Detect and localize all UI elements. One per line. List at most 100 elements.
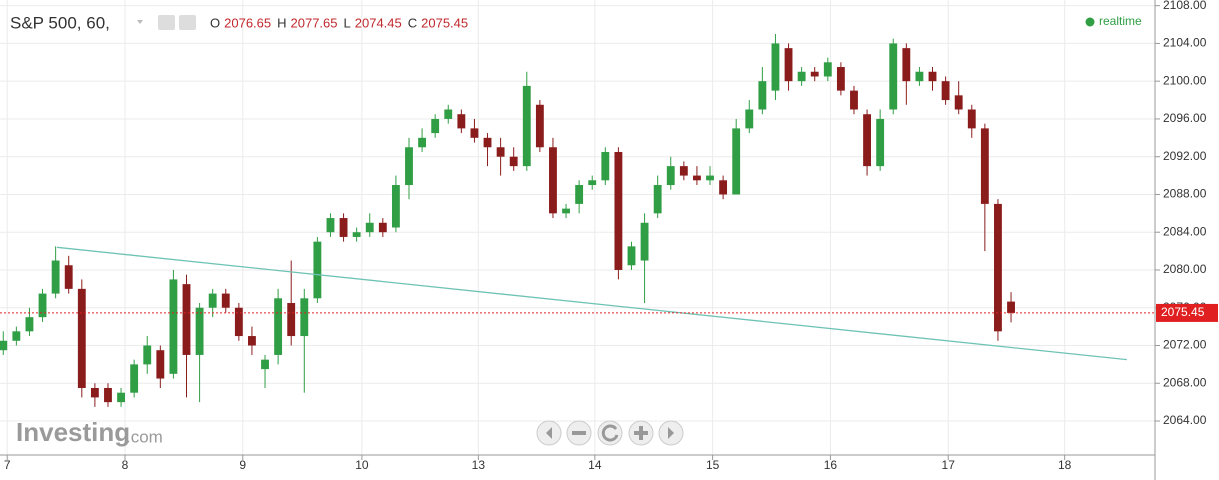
candle-body — [732, 128, 741, 195]
ohlc-label: L — [344, 15, 351, 30]
y-tick-label: 2088.00 — [1163, 187, 1207, 201]
y-tick-label: 2084.00 — [1163, 224, 1207, 238]
y-tick-label: 2104.00 — [1163, 36, 1207, 50]
x-tick-label: 18 — [1058, 458, 1072, 472]
trendline — [56, 246, 1127, 361]
y-tick-label: 2100.00 — [1163, 73, 1207, 87]
candle-body — [405, 147, 413, 186]
candle-body — [365, 222, 374, 233]
candle-body — [470, 128, 479, 138]
candle-body — [771, 43, 780, 91]
reset-icon — [601, 424, 619, 442]
candle-body — [758, 81, 767, 110]
zoom-out-icon — [572, 431, 586, 435]
ohlc-label: O — [210, 15, 220, 30]
candle-body — [221, 293, 230, 308]
status-text: realtime — [1099, 14, 1142, 28]
candle-body — [535, 104, 544, 148]
watermark-text: Investing — [16, 417, 130, 447]
candle-body — [902, 48, 911, 82]
zoom-in-icon — [634, 426, 648, 440]
candle-body — [378, 222, 387, 233]
candle-body — [653, 185, 662, 214]
grid — [0, 0, 1155, 455]
candle-body — [25, 317, 34, 332]
x-tick-label: 9 — [239, 458, 246, 472]
candle-body — [12, 331, 21, 341]
candle-body — [706, 175, 714, 181]
candle-body — [313, 241, 322, 299]
nav-left-icon — [546, 427, 552, 439]
candle-body — [326, 218, 335, 233]
candle-body — [156, 350, 165, 379]
candle-body — [90, 387, 99, 398]
x-tick-label: 14 — [588, 458, 602, 472]
candle-body — [143, 345, 152, 365]
candle-body — [889, 43, 898, 110]
candle-body — [418, 137, 427, 148]
candle-body — [391, 185, 400, 228]
candle-body — [352, 232, 361, 237]
ohlc-value: 2076.65 — [224, 15, 271, 30]
candle-body — [679, 166, 688, 176]
candle-body — [77, 288, 86, 388]
candle-body — [588, 180, 597, 186]
candle-body — [51, 260, 60, 294]
x-tick-label: 17 — [942, 458, 956, 472]
candle-body — [261, 359, 269, 370]
candle-body — [1007, 301, 1015, 313]
candle-body — [169, 279, 178, 374]
watermark-suffix: .com — [126, 427, 163, 446]
candle-body — [104, 387, 112, 403]
candle-body — [248, 336, 256, 346]
candle-body — [38, 293, 47, 318]
candle-body — [444, 109, 453, 119]
y-tick-label: 2080.00 — [1163, 262, 1207, 276]
candle-body — [863, 114, 871, 167]
x-tick-label: 8 — [122, 458, 129, 472]
candle-body — [994, 203, 1002, 332]
plot — [0, 33, 1155, 407]
candle-body — [797, 71, 806, 82]
last-price-label: 2075.45 — [1161, 305, 1205, 319]
candle-body — [339, 218, 348, 237]
candle-body — [627, 246, 636, 266]
candle-body — [274, 298, 283, 355]
candle-body — [208, 293, 217, 308]
ohlc-value: 2075.45 — [421, 15, 468, 30]
candle-body — [850, 90, 858, 110]
candle-body — [967, 109, 976, 129]
candle-body — [954, 95, 963, 110]
candle-body — [915, 71, 924, 82]
candle-body — [496, 147, 505, 157]
candle-body — [522, 85, 531, 167]
candle-body — [64, 265, 73, 289]
y-tick-label: 2068.00 — [1163, 375, 1207, 389]
candle-body — [0, 340, 8, 351]
ohlc-value: 2077.65 — [291, 15, 338, 30]
candle-body — [666, 166, 675, 186]
candle-body — [836, 67, 845, 91]
add-button[interactable] — [179, 15, 196, 30]
candle-body — [509, 156, 518, 167]
chart-title: S&P 500, 60, — [10, 13, 110, 32]
candle-body — [745, 109, 754, 129]
candle-body — [562, 208, 570, 214]
candle-body — [640, 222, 649, 261]
y-tick-label: 2092.00 — [1163, 149, 1207, 163]
y-tick-label: 2096.00 — [1163, 111, 1207, 125]
candle-body — [601, 151, 610, 181]
status-dot — [1085, 17, 1095, 27]
dropdown-icon[interactable] — [137, 20, 143, 24]
last-price-box — [1156, 303, 1218, 322]
candle-body — [117, 392, 125, 403]
candle-body — [287, 303, 296, 337]
candle-body — [810, 71, 819, 77]
candle-body — [876, 118, 885, 167]
x-tick-label: 7 — [4, 458, 11, 472]
settings-button[interactable] — [158, 15, 175, 30]
y-tick-label: 2108.00 — [1163, 0, 1207, 12]
y-tick-label: 2064.00 — [1163, 413, 1207, 427]
x-tick-label: 13 — [472, 458, 486, 472]
